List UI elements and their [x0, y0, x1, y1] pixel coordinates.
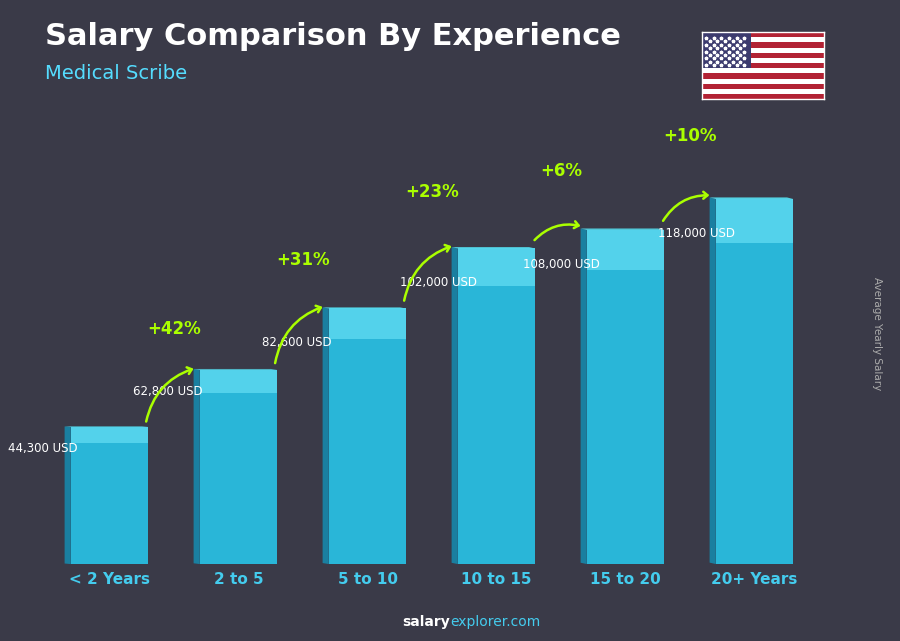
Bar [702, 94, 824, 99]
Bar [200, 370, 277, 393]
Bar [702, 84, 824, 89]
FancyBboxPatch shape [71, 427, 148, 564]
Bar [328, 308, 406, 339]
Text: 118,000 USD: 118,000 USD [658, 227, 735, 240]
FancyBboxPatch shape [458, 249, 536, 564]
Text: explorer.com: explorer.com [450, 615, 540, 629]
Bar [702, 63, 824, 69]
Text: Average Yearly Salary: Average Yearly Salary [872, 277, 883, 390]
Text: +23%: +23% [405, 183, 459, 201]
Bar [458, 249, 536, 287]
FancyBboxPatch shape [200, 370, 277, 564]
Bar [702, 53, 824, 58]
Text: +42%: +42% [147, 320, 201, 338]
Text: 102,000 USD: 102,000 USD [400, 276, 477, 289]
FancyBboxPatch shape [328, 308, 406, 564]
Bar [702, 69, 824, 74]
Polygon shape [709, 197, 793, 199]
Text: +31%: +31% [276, 251, 329, 269]
Text: 62,800 USD: 62,800 USD [132, 385, 202, 398]
Bar [716, 199, 793, 243]
Bar [702, 32, 751, 69]
Text: 108,000 USD: 108,000 USD [523, 258, 599, 271]
Polygon shape [194, 369, 277, 370]
Text: +10%: +10% [663, 128, 716, 146]
Text: Salary Comparison By Experience: Salary Comparison By Experience [45, 22, 621, 51]
Bar [702, 42, 824, 47]
Bar [702, 37, 824, 42]
Text: Medical Scribe: Medical Scribe [45, 64, 187, 83]
Bar [702, 32, 824, 37]
Text: 44,300 USD: 44,300 USD [7, 442, 77, 456]
Bar [702, 47, 824, 53]
Polygon shape [580, 229, 664, 230]
Polygon shape [452, 247, 536, 249]
Text: 82,600 USD: 82,600 USD [262, 337, 331, 349]
Bar [587, 230, 664, 270]
Text: salary: salary [402, 615, 450, 629]
Bar [702, 79, 824, 84]
Polygon shape [580, 229, 587, 564]
Polygon shape [452, 247, 458, 564]
Bar [71, 427, 148, 444]
FancyBboxPatch shape [716, 199, 793, 564]
Polygon shape [709, 197, 716, 564]
Bar [702, 58, 824, 63]
Polygon shape [322, 308, 328, 564]
Polygon shape [194, 369, 200, 564]
Polygon shape [65, 426, 71, 564]
Text: +6%: +6% [540, 162, 582, 180]
FancyBboxPatch shape [587, 230, 664, 564]
Bar [702, 74, 824, 79]
Bar [702, 89, 824, 94]
